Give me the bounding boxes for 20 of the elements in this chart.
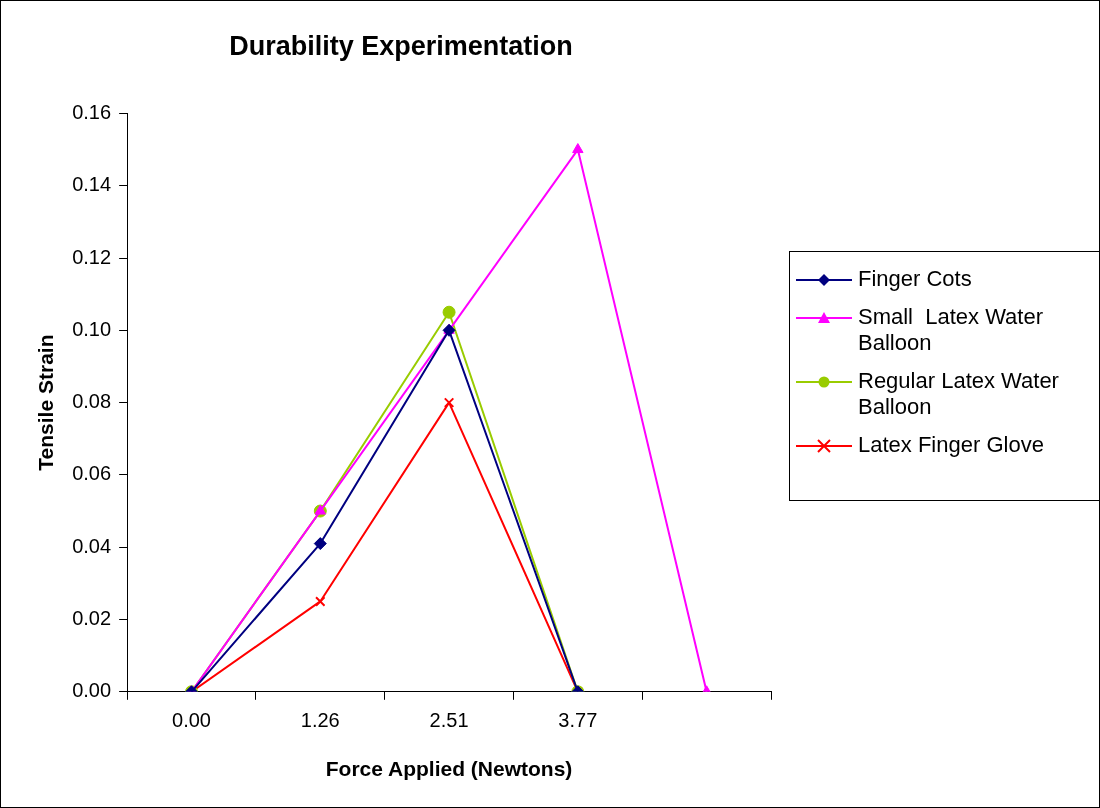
y-tick-label: 0.08 xyxy=(72,390,112,413)
y-tick-label: 0.14 xyxy=(72,173,112,196)
legend-label: Small Latex Water Balloon xyxy=(858,304,1045,356)
y-axis-title: Tensile Strain xyxy=(34,334,58,471)
legend-label: Latex Finger Glove xyxy=(858,432,1045,458)
x-axis-title: Force Applied (Newtons) xyxy=(325,757,573,781)
chart-title: Durability Experimentation xyxy=(229,30,573,61)
legend-label: Finger Cots xyxy=(858,266,973,292)
y-tick-label: 0.16 xyxy=(72,100,112,123)
x-tick-label: 1.26 xyxy=(300,709,340,732)
y-tick-label: 0.06 xyxy=(72,462,112,485)
y-tick-label: 0.02 xyxy=(72,607,112,630)
y-tick-label: 0.12 xyxy=(72,245,112,268)
y-tick-label: 0.00 xyxy=(72,679,112,702)
x-tick-label: 2.51 xyxy=(429,709,469,732)
y-tick-label: 0.10 xyxy=(72,317,112,340)
x-tick-label: 0.00 xyxy=(172,709,211,732)
x-tick-label: 3.77 xyxy=(558,709,598,732)
legend-label: Regular Latex Water Balloon xyxy=(858,368,1060,420)
y-tick-label: 0.04 xyxy=(72,534,112,557)
